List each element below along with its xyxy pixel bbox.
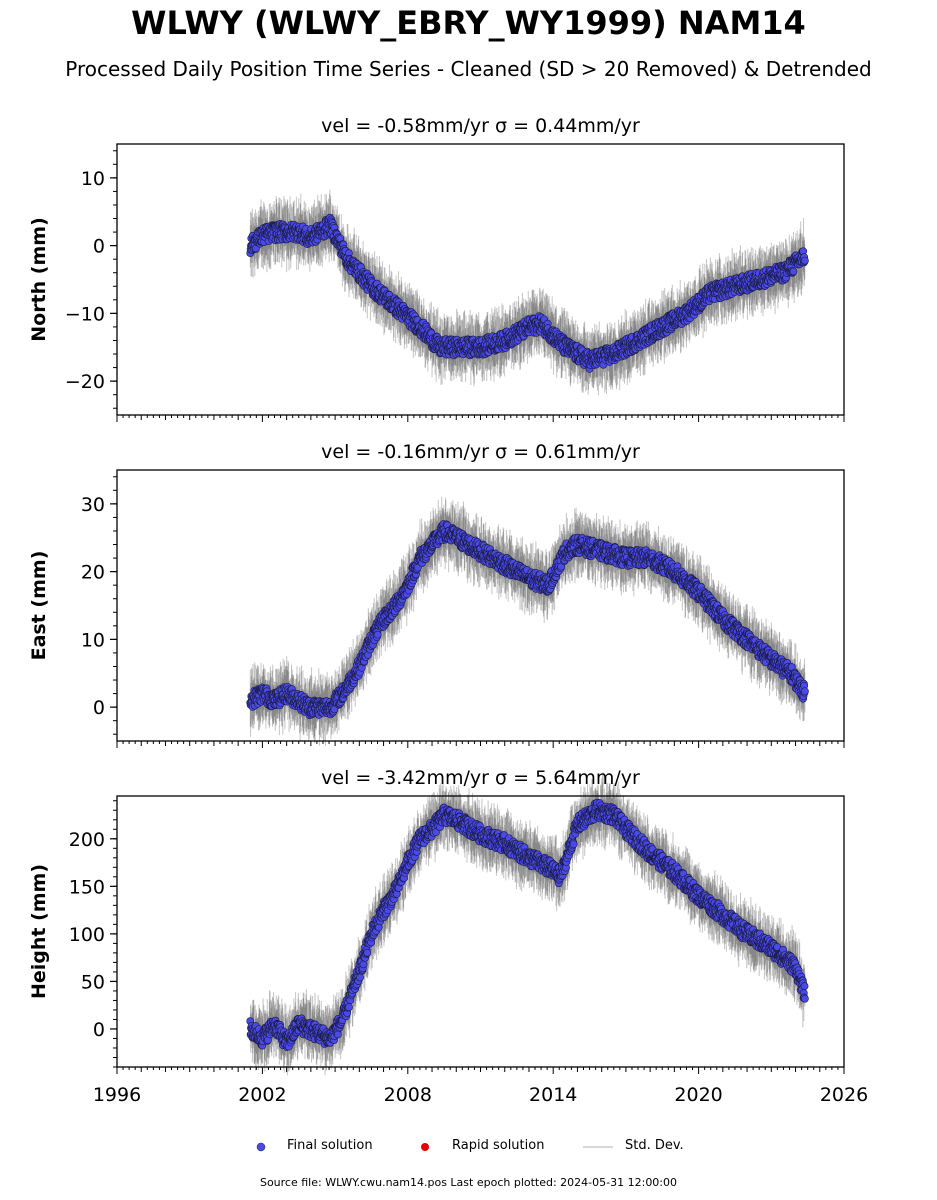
data-series — [246, 189, 809, 396]
data-point — [789, 267, 798, 276]
y-tick-label: 0 — [93, 236, 105, 258]
data-series — [246, 496, 809, 747]
main-title: WLWY (WLWY_EBRY_WY1999) NAM14 — [131, 4, 806, 42]
y-tick-label: −20 — [65, 371, 105, 393]
y-axis-label: East (mm) — [28, 551, 50, 661]
data-point — [800, 256, 809, 265]
y-axis-label: North (mm) — [28, 217, 50, 342]
y-tick-label: −10 — [65, 303, 105, 325]
panel-0: vel = -0.58mm/yr σ = 0.44mm/yr North (mm)… — [28, 115, 845, 422]
subtitle: Processed Daily Position Time Series - C… — [65, 57, 872, 81]
panel-title: vel = -0.16mm/yr σ = 0.61mm/yr — [321, 441, 640, 463]
y-tick-label: 10 — [81, 168, 105, 190]
panel-title: vel = -0.58mm/yr σ = 0.44mm/yr — [321, 115, 640, 137]
